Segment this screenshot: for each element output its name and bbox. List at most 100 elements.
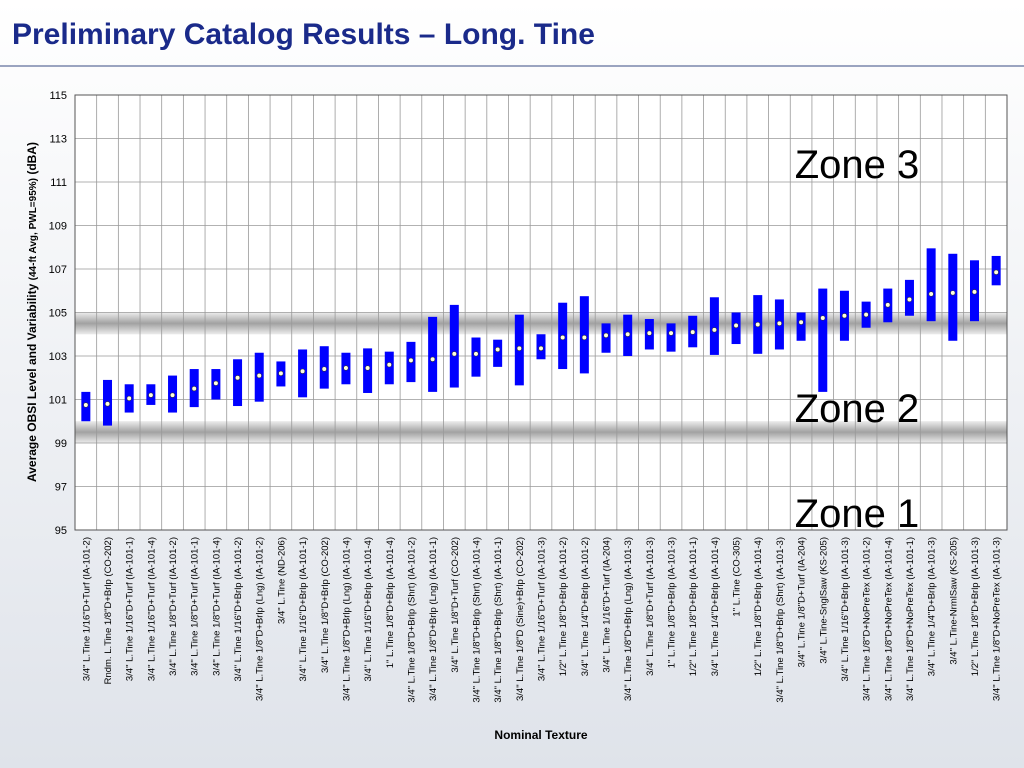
zone-label: Zone 3 [795,143,920,187]
mean-point [278,370,284,377]
range-bar [709,297,719,355]
mean-point [755,321,761,328]
mean-point [711,327,717,333]
x-tick-label: 3/4" L.Tine 1/16"D+Brlp (IA-101-2) [233,537,244,681]
y-tick-label: 113 [49,134,67,146]
plot-border [74,94,1008,531]
zone-boundary [75,312,1007,335]
mean-point [798,319,804,325]
y-label-unit: (dBA) [25,142,39,175]
mean-point [451,351,457,357]
mean-point [733,322,739,329]
range-bar [601,323,611,353]
zone-label: Zone 1 [795,492,920,536]
x-tick-label: 3/4" L.Tine 1/8"D (Sine)+Brlp (CO-202) [515,537,526,701]
y-tick-label: 95 [55,525,67,537]
mean-point [560,334,566,341]
y-tick-label: 99 [55,438,67,450]
y-tick-label: 105 [49,308,67,320]
y-tick-label: 115 [49,90,67,102]
range-bar [731,312,741,345]
range-bar [384,351,394,385]
mean-point [256,372,262,379]
x-tick-label: 3/4" L.Tine 1/8"D+Brlp (Shrt) (IA-101-3) [775,537,786,703]
mean-point [430,356,436,362]
mean-point [971,289,978,295]
range-bar [666,323,676,352]
x-tick-label: 3/4" L.Tine 1/8"D+NoPreTex (IA-101-4) [883,537,894,701]
x-tick-label: 1/2" L.Tine 1/8"D+Brlp (IA-101-3) [970,537,981,676]
mean-point [299,368,306,374]
x-axis-title: Nominal Texture [494,728,587,742]
x-tick-label: 3/4" L.Tine 1/8"D+Brlp (Shrt) (IA-101-2) [406,537,417,703]
mean-point [104,401,111,407]
x-tick-label: 3/4" L.Tine 1/8"D+Brlp (Shrt) (IA-101-4) [471,537,482,703]
x-tick-label: 3/4" L.Tine 1/8"D+Turf (IA-204) [797,537,808,667]
mean-point [83,402,89,408]
mean-point [820,315,826,321]
x-tick-label: 1" L.Tine 1/8"D+Brlp (IA-101-3) [667,537,678,668]
mean-point [538,345,544,351]
mean-point [234,375,241,381]
mean-point [343,365,349,371]
x-tick-label: 3/4" L.Tine 1/16"D+Brlp (IA-101-4) [363,537,374,681]
range-bar [471,337,481,377]
mean-point [863,312,869,318]
y-tick-label: 97 [55,482,67,494]
range-bar [579,296,589,374]
mean-point [690,329,696,335]
y-tick-label: 111 [50,177,67,189]
mean-point [668,330,674,336]
x-tick-label: 3/4" L.Tine 1/16"D+Brlp (IA-101-3) [840,537,851,681]
mean-point [495,346,501,353]
x-tick-label: 3/4" L.Tine 1/8"D+Turf (IA-101-1) [190,537,201,676]
zone-boundary [75,421,1007,444]
mean-point [321,366,327,372]
mean-point [365,365,371,371]
mean-point [191,386,197,392]
zone-label: Zone 2 [795,387,920,431]
x-tick-label: 3/4" L.Tine 1/8"D+Brlp (Lng) (IA-101-2) [255,537,266,701]
mean-point [993,269,999,275]
x-tick-label: 1/2" L.Tine 1/8"D+Brlp (IA-101-2) [558,537,569,676]
x-tick-label: 1" L.Tine 1/8"D+Brlp (IA-101-4) [385,537,396,668]
range-bar [449,304,459,388]
x-tick-label: 3/4" L.Tine 1/16"D+Turf (IA-204) [602,537,613,673]
x-tick-label: 3/4" L.Tine-SnglSaw (KS-205) [818,537,829,664]
x-tick-label: 3/4" L.Tine 1/8"D+NoPreTex (IA-101-1) [905,537,916,701]
x-tick-label: 3/4" L.Tine 1/8"D+Brlp (Lng) (IA-101-4) [341,537,352,701]
x-tick-label: 3/4" L.Tine 1/16"D+Turf (IA-101-4) [146,537,157,681]
mean-point [906,296,913,303]
range-bar [948,253,958,341]
mean-point [581,334,587,341]
mean-point [386,362,392,368]
mean-point [213,380,219,386]
x-tick-label: 1" L.Tine (CO-305) [732,537,743,617]
y-axis-title: Average OBSI Level and Variability (44-f… [25,142,39,482]
y-tick-label: 101 [49,395,67,407]
y-tick-label: 109 [49,221,67,233]
x-tick-label: 1/2" L.Tine 1/8"D+Brlp (IA-101-1) [688,537,699,676]
x-tick-label: 3/4" L.Tine 1/8"D+Brlp (Lng) (IA-101-1) [428,537,439,701]
mean-point [928,291,934,297]
mean-point [625,331,631,337]
y-label-main: Average OBSI Level and Variability [25,283,39,482]
x-tick-label: 3/4" L.Tine 1/8"D+NoPreTex (IA-101-3) [992,537,1003,701]
x-tick-label: 1/2" L.Tine 1/8"D+Brlp (IA-101-4) [753,537,764,676]
range-bar [428,316,438,392]
x-tick-label: 3/4" L.Tine-NrmlSaw (KS-205) [948,537,959,665]
range-bar [233,359,243,407]
x-tick-label: 3/4" L.Tine 1/4"D+Brlp (IA-101-3) [927,537,938,676]
x-tick-label: 3/4" L.Tine 1/16"D+Brlp (IA-101-1) [298,537,309,681]
range-bar [493,339,503,367]
range-bar [926,248,936,322]
y-tick-label: 103 [49,351,67,363]
x-tick-label: 3/4" L.Tine 1/8"D+Turf (IA-101-3) [645,537,656,676]
x-tick-label: 3/4" L.Tine 1/8"D+Brlp (Shrt) (IA-101-1) [493,537,504,703]
mean-point [841,313,848,319]
mean-point [408,357,414,363]
x-tick-label: 3/4" L.Tine 1/8"D+Turf (IA-101-2) [168,537,179,676]
x-tick-label: 3/4" L.Tine 1/16"D+Turf (IA-101-2) [81,537,92,681]
